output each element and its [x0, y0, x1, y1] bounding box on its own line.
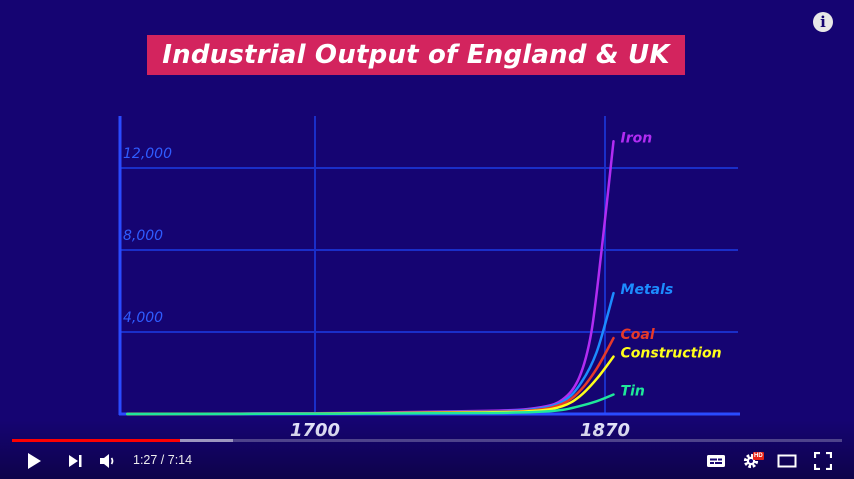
theater-icon — [777, 454, 797, 468]
info-icon[interactable]: i — [813, 12, 833, 32]
time-display: 1:27 / 7:14 — [133, 453, 193, 467]
series-line-tin — [126, 393, 615, 416]
chart-grid — [120, 116, 738, 414]
subtitles-icon — [707, 455, 725, 467]
series-line-iron — [126, 140, 615, 416]
series-label-tin: Tin — [621, 384, 645, 400]
series-label-metals: Metals — [621, 282, 674, 298]
hd-badge: HD — [753, 452, 764, 460]
fullscreen-icon — [814, 452, 832, 470]
x-tick-label: 1870 — [580, 420, 630, 441]
next-button[interactable] — [63, 448, 87, 474]
series-line-construction — [126, 355, 615, 416]
theater-mode-button[interactable] — [775, 448, 799, 474]
series-label-iron: Iron — [621, 130, 653, 146]
play-icon — [28, 453, 41, 469]
y-tick-label: 4,000 — [123, 310, 163, 326]
chart-axes — [118, 116, 740, 416]
series-line-metals — [126, 291, 615, 416]
chart-labels: 4,000 8,000 12,000 1700 1870 Iron Metals Coal Co… — [123, 130, 722, 441]
play-button[interactable] — [22, 448, 46, 474]
y-tick-label: 8,000 — [123, 228, 163, 244]
volume-button[interactable] — [96, 448, 120, 474]
series-label-construction: Construction — [621, 346, 722, 362]
controls-gradient — [0, 420, 854, 479]
title-banner: Industrial Output of England & UK — [147, 35, 685, 75]
next-icon — [69, 455, 82, 467]
subtitles-button[interactable] — [704, 448, 728, 474]
volume-icon — [100, 454, 114, 468]
x-tick-label: 1700 — [290, 420, 340, 441]
y-tick-label: 12,000 — [123, 146, 172, 162]
chart-title: Industrial Output of England & UK — [162, 40, 670, 70]
fullscreen-button[interactable] — [811, 448, 835, 474]
chart-series — [126, 140, 615, 416]
progress-played — [12, 439, 180, 442]
progress-bar[interactable] — [12, 439, 842, 442]
series-line-coal — [126, 336, 615, 416]
series-label-coal: Coal — [621, 327, 655, 343]
